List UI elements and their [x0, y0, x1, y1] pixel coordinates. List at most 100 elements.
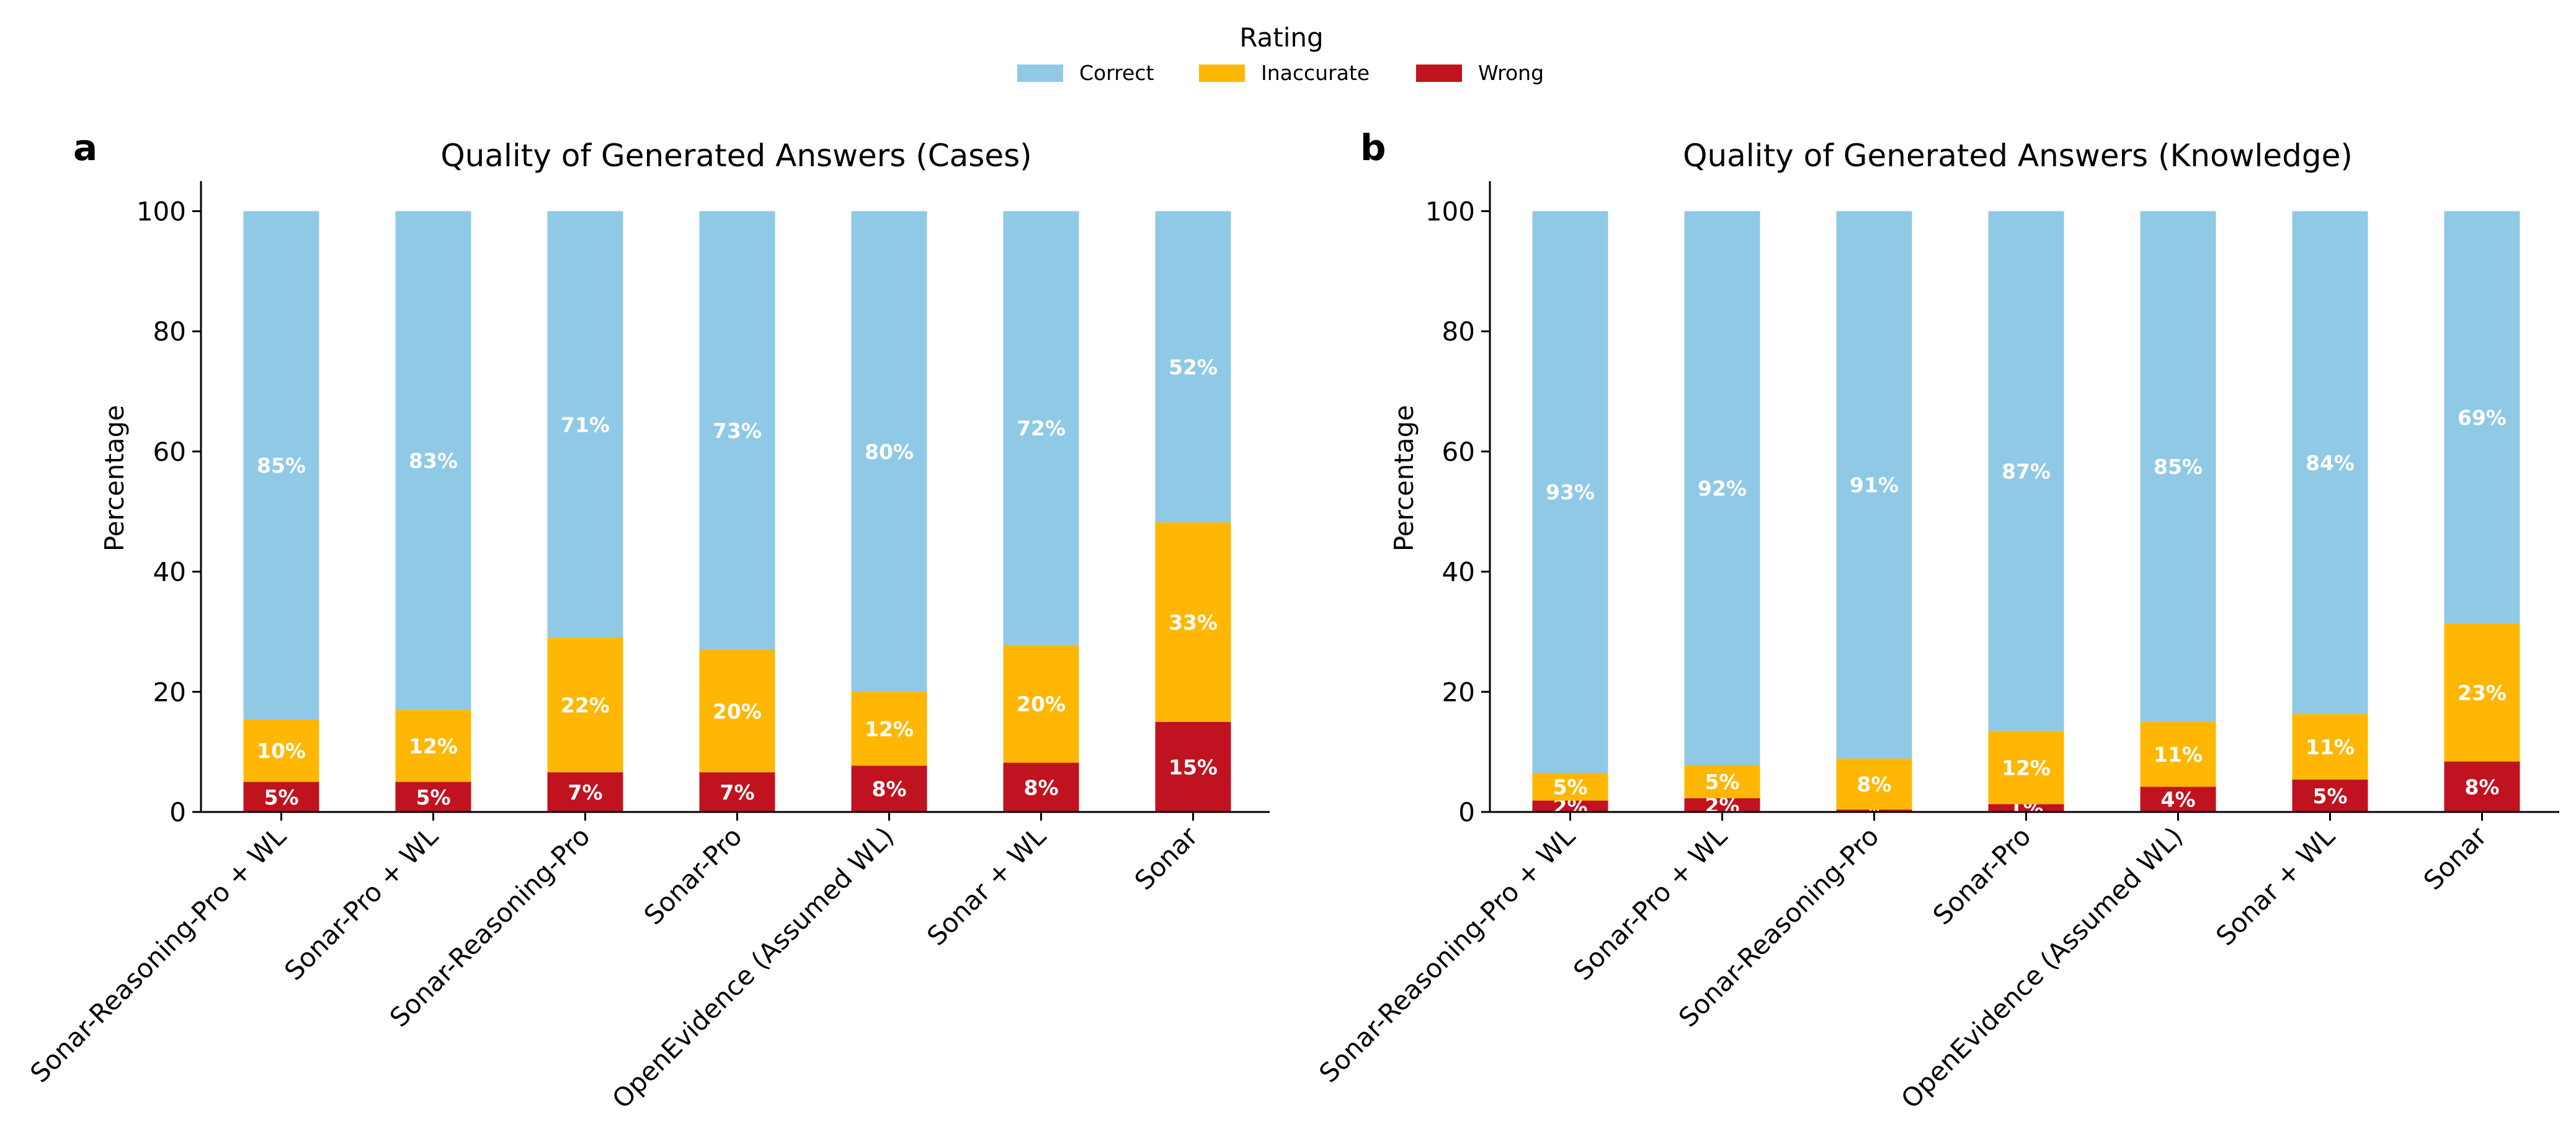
panel-b-letter: b: [1360, 127, 1386, 169]
panel-a-bar-label-inaccurate-2: 22%: [561, 693, 610, 718]
panel-a-bar-label-inaccurate-3: 20%: [713, 699, 762, 723]
panel-b-bar-wrong-4: [2140, 787, 2216, 812]
panel-b-bar-inaccurate-2: [1836, 758, 1912, 810]
panel-a-ytick-label-2: 40: [153, 557, 186, 587]
panel-a-bar-label-inaccurate-6: 33%: [1169, 610, 1218, 635]
panel-a-bar-label-correct-6: 52%: [1169, 355, 1218, 379]
panel-a-bar-label-wrong-4: 8%: [871, 777, 906, 801]
legend-swatch-correct: [1017, 65, 1063, 82]
panel-a-bar-label-correct-0: 85%: [257, 453, 306, 478]
panel-a-bar-wrong-5: [1003, 762, 1079, 812]
panel-b-bar-inaccurate-5: [2292, 714, 2368, 780]
panel-a-bar-label-wrong-6: 15%: [1169, 755, 1218, 779]
panel-b-bar-label-correct-1: 92%: [1698, 476, 1747, 501]
panel-b-bar-label-inaccurate-5: 11%: [2306, 735, 2355, 759]
panel-a-bar-inaccurate-5: [1003, 644, 1079, 763]
panel-b-bar-label-inaccurate-1: 5%: [1705, 770, 1739, 794]
panel-b-bar-label-wrong-6: 8%: [2464, 775, 2499, 799]
panel-a-bar-label-wrong-5: 8%: [1023, 775, 1058, 800]
legend-swatch-wrong: [1416, 65, 1462, 82]
panel-b-xtick-label-3: Sonar-Pro: [1927, 821, 2037, 930]
panel-b-bar-label-wrong-5: 5%: [2312, 784, 2347, 808]
panel-a-ytick-label-4: 80: [153, 316, 186, 347]
panel-a-bar-label-inaccurate-0: 10%: [257, 739, 306, 763]
panel-b-ytick-label-1: 20: [1442, 677, 1475, 707]
panel-a-bar-correct-3: [699, 211, 775, 650]
panel-b-bar-inaccurate-0: [1532, 773, 1608, 801]
panel-b-bar-label-correct-3: 87%: [2002, 459, 2051, 483]
panel-b-ytick-label-0: 0: [1458, 797, 1475, 827]
panel-b-bar-inaccurate-6: [2444, 623, 2520, 762]
panel-a-bar-label-inaccurate-1: 12%: [409, 734, 458, 758]
panel-b-bar-wrong-2: [1836, 809, 1912, 812]
panel-b-xtick-label-5: Sonar + WL: [2210, 821, 2341, 952]
panel-a-bar-wrong-3: [699, 772, 775, 812]
panel-a-plot: 0 20 40 60 80 100 5% 10% 85% Sonar-Reasoning-Pro …: [24, 181, 1270, 1115]
panel-b-bar-wrong-5: [2292, 779, 2368, 812]
legend-label-wrong: Wrong: [1478, 61, 1544, 85]
panel-a-bar-inaccurate-1: [395, 710, 471, 782]
panel-a-bar-correct-5: [1003, 211, 1079, 645]
panel-b-bar-correct-1: [1684, 211, 1760, 765]
panel-b-bar-label-inaccurate-2: 8%: [1856, 772, 1891, 796]
panel-a: a Quality of Generated Answers (Cases) P…: [24, 127, 1270, 1115]
panel-b-bar-correct-0: [1532, 211, 1608, 774]
panel-b-bar-label-correct-6: 69%: [2458, 406, 2507, 430]
panel-b-bar-label-correct-4: 85%: [2154, 455, 2203, 479]
panel-a-ytick-label-1: 20: [153, 677, 186, 707]
panel-b-bar-correct-2: [1836, 211, 1912, 759]
legend-label-inaccurate: Inaccurate: [1261, 61, 1370, 85]
panel-a-bar-label-correct-3: 73%: [713, 419, 762, 443]
panel-a-bar-label-inaccurate-4: 12%: [865, 717, 914, 741]
panel-a-bar-label-wrong-2: 7%: [568, 780, 602, 805]
panel-a-bar-correct-2: [547, 211, 623, 638]
panel-a-ytick-label-5: 100: [136, 196, 186, 226]
panel-b-xtick-label-6: Sonar: [2418, 821, 2493, 896]
panel-a-bar-correct-0: [243, 211, 319, 720]
panel-b-bar-label-inaccurate-4: 11%: [2154, 742, 2203, 767]
panel-b-bar-correct-6: [2444, 211, 2520, 624]
panel-a-xtick-label-5: Sonar + WL: [921, 821, 1052, 952]
panel-a-bar-label-correct-4: 80%: [865, 440, 914, 464]
panel-a-bar-label-wrong-1: 5%: [416, 785, 450, 809]
panel-a-bar-label-wrong-3: 7%: [720, 780, 754, 805]
panel-a-xtick-label-3: Sonar-Pro: [638, 821, 748, 930]
panel-b-bar-label-inaccurate-3: 12%: [2002, 756, 2051, 780]
panel-a-bar-label-correct-2: 71%: [561, 412, 610, 437]
panel-b-xtick-label-4: OpenEvidence (Assumed WL): [1895, 821, 2188, 1114]
panel-b-bar-inaccurate-3: [1988, 731, 2064, 805]
panel-b-bar-inaccurate-1: [1684, 765, 1760, 798]
panel-a-bar-wrong-2: [547, 772, 623, 812]
panel-a-bar-inaccurate-3: [699, 649, 775, 773]
panel-a-bar-correct-1: [395, 211, 471, 710]
panel-a-bar-inaccurate-4: [851, 692, 927, 766]
legend-title: Rating: [1239, 22, 1323, 53]
panel-a-ytick-label-3: 60: [153, 437, 186, 467]
panel-b-bar-correct-5: [2292, 211, 2368, 715]
panel-a-bar-wrong-4: [851, 765, 927, 812]
panel-b-bar-label-inaccurate-0: 5%: [1553, 775, 1587, 799]
panel-a-bar-label-correct-1: 83%: [409, 448, 458, 473]
panel-b-bar-wrong-1: [1684, 798, 1760, 812]
panel-a-bar-label-correct-5: 72%: [1017, 416, 1066, 440]
panel-a-bar-wrong-0: [243, 782, 319, 812]
panel-a-xtick-label-0: Sonar-Reasoning-Pro + WL: [24, 821, 292, 1089]
panel-a-bar-correct-6: [1155, 211, 1231, 523]
panel-a-bar-wrong-1: [395, 782, 471, 812]
panel-a-bar-inaccurate-2: [547, 638, 623, 773]
panel-a-bar-wrong-6: [1155, 721, 1231, 812]
legend-swatch-inaccurate: [1199, 65, 1245, 82]
panel-a-xtick-label-6: Sonar: [1129, 821, 1204, 896]
panel-a-letter: a: [73, 127, 97, 169]
panel-a-title: Quality of Generated Answers (Cases): [440, 138, 1032, 174]
panel-a-bar-label-wrong-0: 5%: [264, 785, 298, 809]
panel-a-ytick-label-0: 0: [169, 797, 186, 827]
panel-b-bar-correct-3: [1988, 211, 2064, 731]
panel-b-bar-wrong-3: [1988, 804, 2064, 812]
legend: Rating Correct Inaccurate Wrong: [1017, 22, 1544, 85]
panel-b-ytick-label-5: 100: [1425, 196, 1475, 226]
panel-a-xtick-label-1: Sonar-Pro + WL: [279, 821, 444, 986]
panel-b-ytick-label-2: 40: [1442, 557, 1475, 587]
